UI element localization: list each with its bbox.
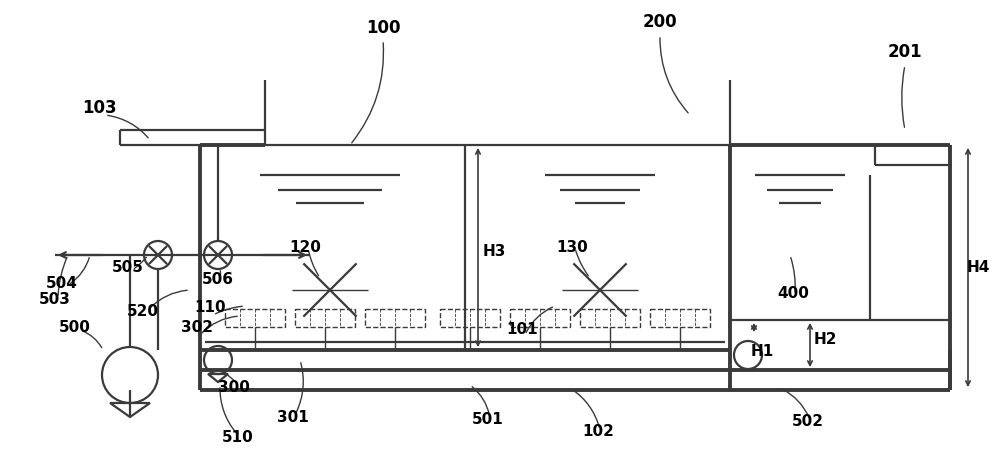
Bar — [295, 309, 355, 327]
Text: 505: 505 — [112, 260, 144, 275]
Text: 200: 200 — [643, 13, 677, 31]
Bar — [510, 309, 570, 327]
Text: 400: 400 — [777, 286, 809, 301]
Text: 100: 100 — [366, 19, 400, 37]
Text: 201: 201 — [888, 43, 922, 61]
Text: H1: H1 — [750, 345, 774, 360]
Text: 120: 120 — [289, 240, 321, 255]
Text: 110: 110 — [194, 301, 226, 315]
Text: H2: H2 — [813, 333, 837, 347]
Bar — [580, 309, 640, 327]
Text: 301: 301 — [277, 410, 309, 425]
Text: 502: 502 — [792, 414, 824, 430]
Text: 101: 101 — [506, 323, 538, 338]
Text: 302: 302 — [181, 320, 213, 335]
Bar — [225, 309, 285, 327]
Text: H3: H3 — [482, 244, 506, 260]
Text: 503: 503 — [39, 292, 71, 308]
Text: 103: 103 — [83, 99, 117, 117]
Text: 300: 300 — [218, 381, 250, 395]
Bar — [440, 309, 500, 327]
Text: 500: 500 — [59, 320, 91, 335]
Bar — [650, 309, 710, 327]
Text: 501: 501 — [472, 413, 504, 427]
Bar — [365, 309, 425, 327]
Text: H4: H4 — [966, 260, 990, 276]
Text: 130: 130 — [556, 240, 588, 255]
Text: 520: 520 — [127, 304, 159, 319]
Text: 504: 504 — [46, 276, 78, 292]
Text: 510: 510 — [222, 430, 254, 445]
Text: 102: 102 — [582, 425, 614, 440]
Text: 506: 506 — [202, 272, 234, 287]
